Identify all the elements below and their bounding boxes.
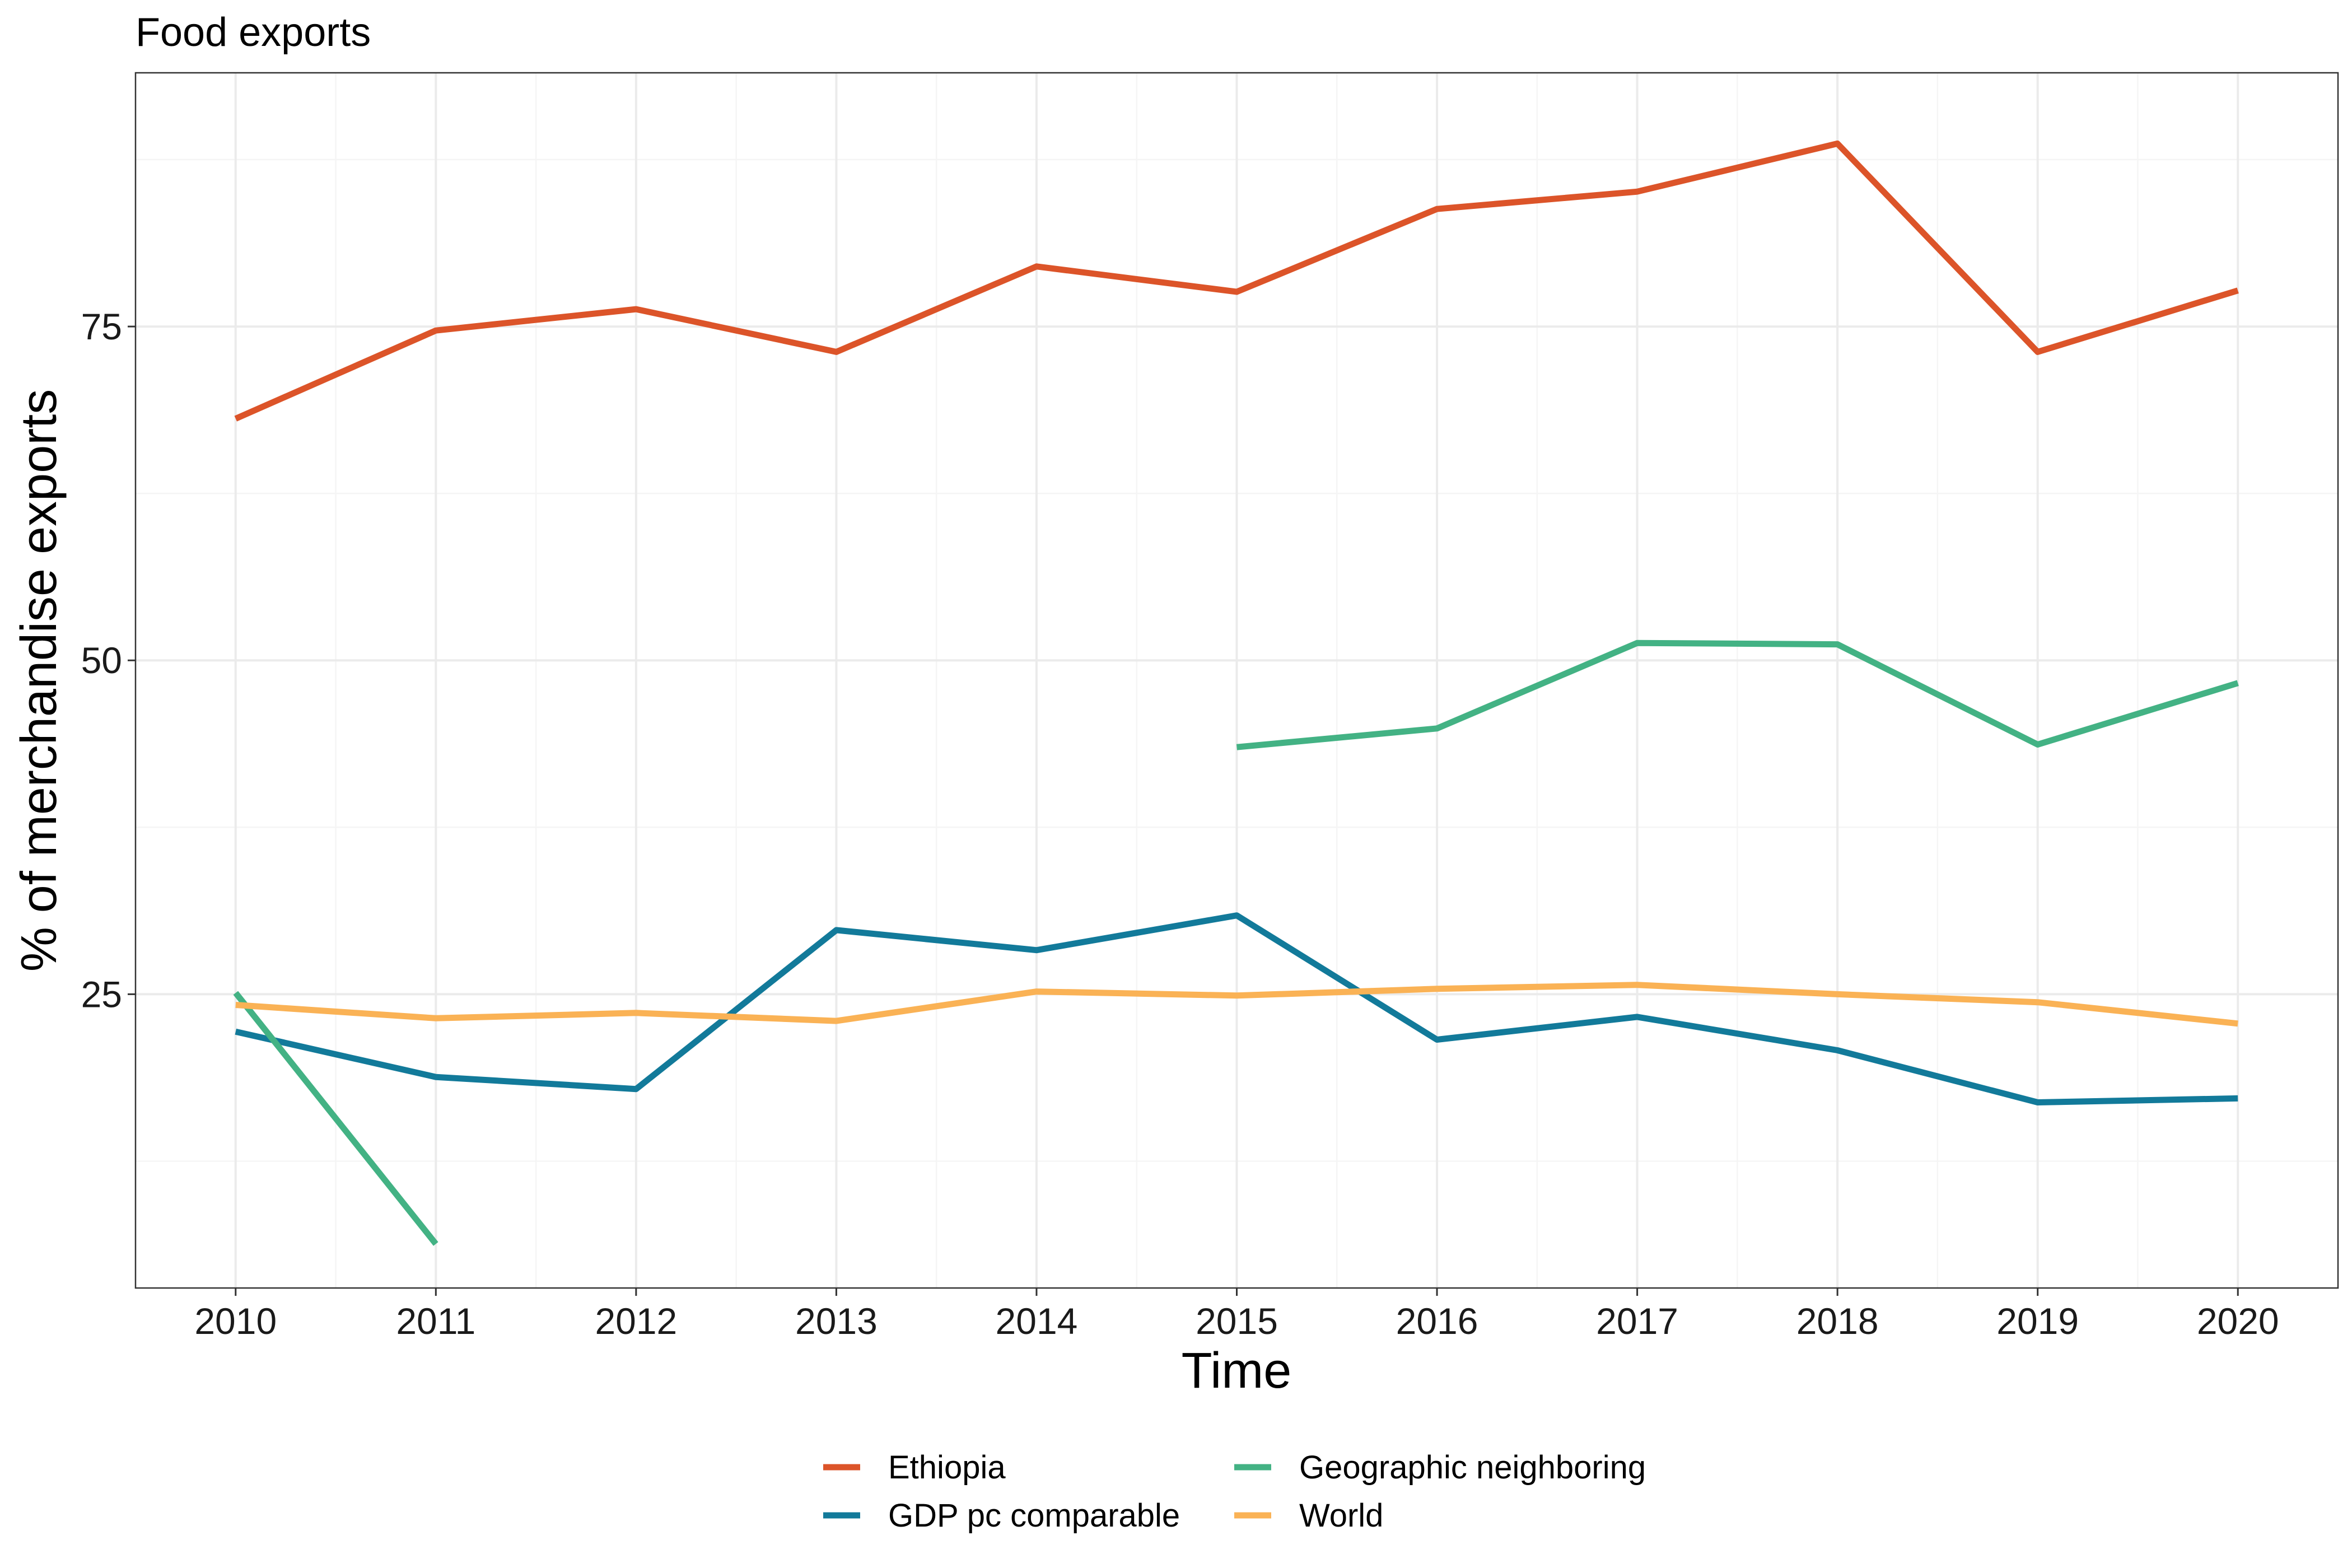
series-line-gdp-pc-comparable: [235, 912, 2238, 1105]
y-tick-label: 25: [81, 973, 122, 1015]
x-tick-label: 2016: [1396, 1300, 1478, 1342]
legend: Ethiopia GDP pc comparable Geographic neig…: [823, 1449, 1646, 1534]
x-tick-label: 2015: [1196, 1300, 1278, 1342]
x-tick-label: 2010: [194, 1300, 277, 1342]
x-tick-label: 2017: [1596, 1300, 1678, 1342]
x-tick-label: 2020: [2197, 1300, 2279, 1342]
y-tick-label: 50: [81, 640, 122, 681]
series-line-ethiopia: [234, 140, 2239, 422]
x-axis-title: Time: [1182, 1343, 1292, 1399]
legend-label-world: World: [1299, 1497, 1383, 1534]
legend-label-gdp-pc-comparable: GDP pc comparable: [888, 1497, 1180, 1534]
y-axis-title: % of merchandise exports: [11, 389, 67, 972]
x-tick-label: 2011: [396, 1300, 475, 1342]
series-line-geographic-neighboring: [1236, 640, 2239, 750]
x-tick-label: 2019: [1996, 1300, 2079, 1342]
chart-title: Food exports: [136, 10, 371, 55]
series-line-geographic-neighboring: [233, 991, 438, 1246]
x-tick-label: 2013: [795, 1300, 878, 1342]
x-tick-label: 2014: [996, 1300, 1078, 1342]
y-tick-label: 75: [81, 306, 122, 347]
x-tick-label: 2018: [1796, 1300, 1879, 1342]
y-axis: 25 50 75: [81, 306, 136, 1015]
x-axis: 2010 2011 2012 2013 2014 2015 2016 2017 2018 2019…: [194, 1288, 2279, 1342]
x-tick-label: 2012: [595, 1300, 677, 1342]
legend-label-ethiopia: Ethiopia: [888, 1449, 1006, 1486]
series-lines: [233, 140, 2239, 1246]
series-line-world: [235, 982, 2238, 1027]
grid: [136, 73, 2338, 1288]
legend-label-geographic-neighboring: Geographic neighboring: [1299, 1449, 1646, 1486]
